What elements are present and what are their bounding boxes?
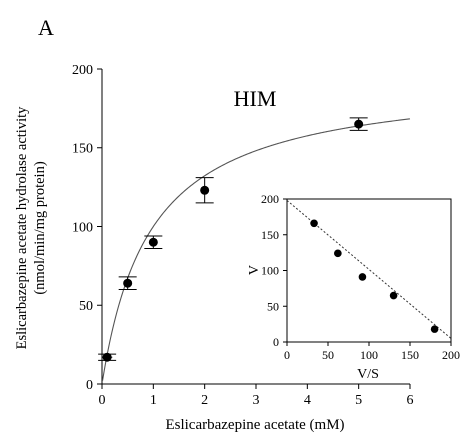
inset-y-axis-label: V: [247, 265, 262, 275]
inset-x-tick-label: 150: [401, 348, 419, 362]
main-x-tick-label: 4: [304, 393, 311, 408]
main-y-tick-label: 150: [72, 142, 93, 157]
inset-y-tick-label: 100: [261, 264, 279, 278]
main-data-point: [123, 278, 133, 288]
inset-y-tick-label: 200: [261, 192, 279, 206]
inset-x-tick-label: 0: [284, 348, 290, 362]
main-axes: 0 1 2 3 4 5 6 0 50 100 150 200: [72, 63, 414, 408]
inset-data-point: [430, 325, 439, 333]
inset-x-tick-label: 200: [442, 348, 460, 362]
main-data-point: [102, 352, 112, 362]
inset-data-points: [310, 219, 439, 333]
inset-x-tick-label: 50: [322, 348, 334, 362]
inset-data-point: [358, 273, 367, 281]
main-y-axis-label-line1: Eslicarbazepine acetate hydrolase activi…: [14, 106, 30, 349]
inset-x-tick-label: 100: [360, 348, 378, 362]
main-y-tick-label: 50: [79, 299, 93, 314]
main-x-tick-label: 6: [407, 393, 414, 408]
main-x-tick-label: 3: [253, 393, 260, 408]
inset-data-point: [389, 291, 398, 300]
main-y-tick-label: 0: [86, 378, 93, 393]
inset-plot: V/S V 0 50 100 150 200 0 50 100 150 200: [247, 192, 460, 382]
main-data-point: [148, 237, 158, 247]
main-data-point: [354, 119, 364, 129]
inset-data-point: [334, 249, 342, 258]
main-y-tick-label: 200: [72, 63, 93, 78]
main-x-tick-label: 2: [201, 393, 208, 408]
main-x-tick-label: 5: [355, 393, 362, 408]
main-y-axis-label-line2: (nmol/min/mg protein): [32, 161, 48, 294]
inset-y-tick-label: 0: [273, 335, 279, 349]
main-x-tick-label: 1: [150, 393, 157, 408]
inset-x-axis-label: V/S: [357, 367, 379, 382]
inset-y-tick-label: 50: [267, 299, 279, 313]
main-x-tick-label: 0: [99, 393, 106, 408]
panel-label: A: [38, 15, 54, 40]
main-data-points: [98, 117, 368, 362]
main-plot: HIM Eslicarbazepine acetate (mM) Eslicar…: [14, 63, 414, 433]
main-chart-title: HIM: [234, 86, 277, 111]
inset-data-point: [310, 219, 318, 228]
main-data-point: [200, 185, 210, 195]
main-x-axis-label: Eslicarbazepine acetate (mM): [165, 417, 344, 433]
main-y-tick-label: 100: [72, 220, 93, 235]
inset-y-tick-label: 150: [261, 228, 279, 242]
